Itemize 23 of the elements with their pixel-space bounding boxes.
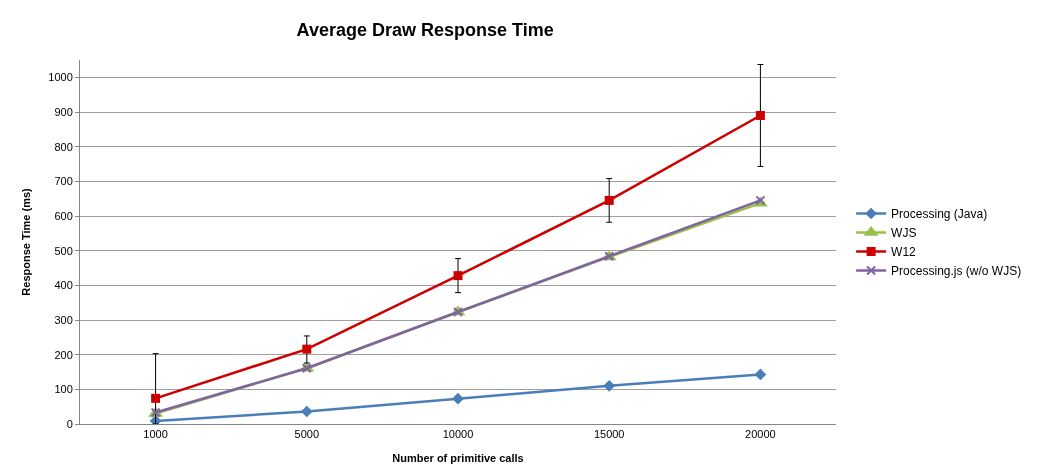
x-tick-label: 20000 [745,428,776,441]
legend-label: W12 [891,245,917,260]
legend-label: Processing (Java) [891,207,988,222]
x-tick-label: 15000 [593,428,625,441]
y-tick-label: 400 [54,279,73,292]
legend-label: Processing.js (w/o WJS) [891,264,1022,279]
y-tick-label: 800 [54,140,73,153]
y-tick-label: 700 [54,175,73,188]
y-tick-label: 500 [54,244,73,257]
x-axis-title: Number of primitive calls [392,452,524,465]
x-tick-label: 10000 [442,428,474,441]
y-tick-label: 100 [54,383,73,396]
y-tick-label: 900 [54,105,73,118]
y-tick-label: 600 [54,209,73,222]
y-tick-label: 1000 [48,71,73,84]
legend-label: WJS [891,226,917,241]
y-tick-label: 200 [54,348,73,361]
x-tick-label: 1000 [143,428,168,441]
y-tick-label: 0 [66,417,73,430]
chart-title: Average Draw Response Time [296,20,554,41]
x-tick-label: 5000 [294,428,320,441]
y-tick-label: 300 [54,313,73,326]
y-axis-title: Response Time (ms) [19,187,32,296]
